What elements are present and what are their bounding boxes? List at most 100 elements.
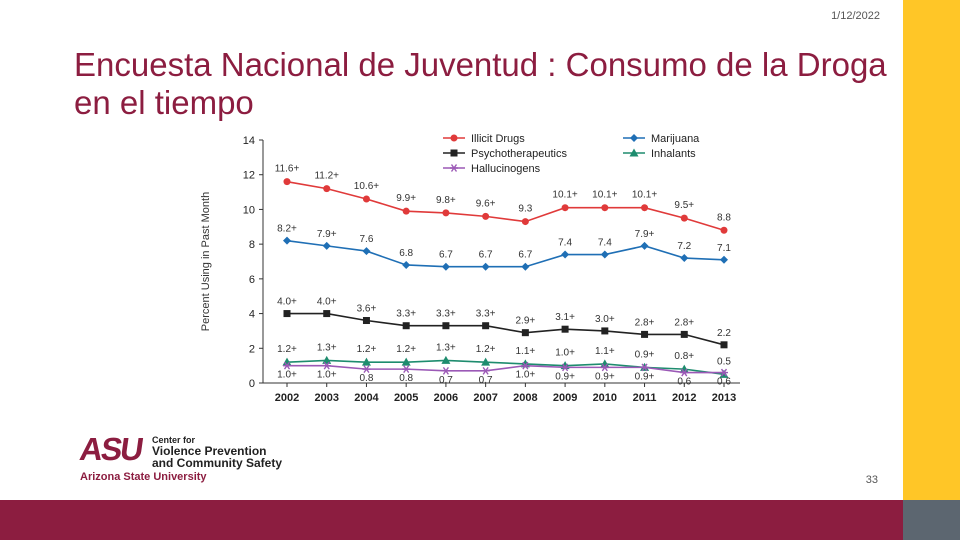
data-point bbox=[442, 322, 450, 330]
x-tick-label: 2002 bbox=[275, 392, 299, 404]
data-label: 10.6+ bbox=[354, 181, 379, 192]
data-point bbox=[521, 329, 529, 337]
data-label: 0.5 bbox=[717, 356, 731, 367]
data-label: 7.4 bbox=[598, 238, 612, 249]
data-point bbox=[323, 310, 331, 318]
x-tick-label: 2011 bbox=[633, 392, 657, 404]
data-label: 7.2 bbox=[677, 241, 691, 252]
data-point bbox=[402, 322, 410, 330]
data-label: 1.0+ bbox=[555, 348, 575, 359]
x-tick-label: 2004 bbox=[354, 392, 379, 404]
data-point bbox=[630, 134, 638, 142]
data-label: 3.3+ bbox=[396, 309, 416, 320]
yellow-side-strip bbox=[903, 0, 960, 500]
data-label: 9.3 bbox=[518, 204, 532, 215]
data-point bbox=[322, 361, 331, 370]
y-tick-label: 10 bbox=[243, 204, 255, 216]
data-label: 10.1+ bbox=[632, 190, 657, 201]
data-point bbox=[402, 260, 411, 269]
data-point bbox=[561, 325, 569, 333]
data-point bbox=[322, 355, 332, 364]
x-tick-label: 2013 bbox=[712, 392, 736, 404]
legend-label: Hallucinogens bbox=[471, 163, 541, 175]
data-label: 0.9+ bbox=[555, 371, 575, 382]
x-tick-label: 2010 bbox=[593, 392, 617, 404]
data-point bbox=[481, 357, 491, 366]
data-point bbox=[322, 241, 331, 250]
asu-mark: ASU bbox=[77, 431, 145, 467]
data-label: 7.1 bbox=[717, 243, 731, 254]
x-tick-label: 2005 bbox=[394, 392, 418, 404]
data-point bbox=[482, 212, 490, 220]
data-point bbox=[401, 357, 411, 366]
data-label: 1.0+ bbox=[515, 370, 535, 381]
data-label: 1.2+ bbox=[476, 344, 496, 355]
data-point bbox=[362, 365, 371, 374]
data-point bbox=[283, 361, 291, 370]
legend-label: Illicit Drugs bbox=[471, 133, 525, 145]
data-point bbox=[362, 195, 370, 203]
y-tick-label: 4 bbox=[249, 309, 255, 321]
data-label: 1.3+ bbox=[317, 342, 337, 353]
data-label: 8.8 bbox=[717, 212, 731, 223]
series-line-psychotherapeutics bbox=[287, 312, 725, 346]
data-point bbox=[680, 254, 689, 263]
data-point bbox=[283, 178, 291, 186]
y-tick-label: 14 bbox=[243, 135, 255, 147]
data-label: 1.0+ bbox=[277, 370, 297, 381]
data-point bbox=[720, 226, 728, 234]
y-tick-label: 2 bbox=[249, 343, 255, 355]
data-label: 4.0+ bbox=[317, 297, 337, 308]
series-line-marijuana bbox=[286, 239, 725, 268]
data-point bbox=[362, 247, 371, 256]
legend-label: Inhalants bbox=[651, 148, 696, 160]
data-label: 0.8 bbox=[360, 373, 374, 384]
data-point bbox=[441, 262, 450, 271]
data-point bbox=[450, 149, 458, 157]
data-label: 3.0+ bbox=[595, 314, 615, 325]
data-label: 6.7 bbox=[479, 250, 493, 261]
y-tick-label: 12 bbox=[243, 170, 255, 182]
x-tick-label: 2008 bbox=[513, 392, 537, 404]
data-label: 11.6+ bbox=[275, 164, 300, 175]
series-line-hallucinogens bbox=[287, 364, 724, 374]
data-point bbox=[720, 255, 728, 264]
data-point bbox=[629, 148, 639, 157]
data-point bbox=[561, 363, 570, 372]
data-label: 2.9+ bbox=[515, 316, 535, 327]
data-label: 9.9+ bbox=[396, 193, 416, 204]
data-point bbox=[323, 185, 331, 193]
x-tick-label: 2003 bbox=[314, 392, 338, 404]
data-label: 9.6+ bbox=[476, 198, 496, 209]
data-label: 2.8+ bbox=[635, 317, 655, 328]
data-point bbox=[521, 361, 530, 370]
data-point bbox=[402, 365, 411, 374]
data-label: 3.1+ bbox=[555, 312, 575, 323]
data-point bbox=[481, 366, 490, 375]
data-point bbox=[561, 250, 570, 259]
data-label: 3.6+ bbox=[357, 304, 377, 315]
data-point bbox=[361, 357, 371, 366]
data-label: 2.2 bbox=[717, 328, 731, 339]
data-point bbox=[441, 355, 451, 364]
data-point bbox=[601, 327, 609, 335]
data-point bbox=[283, 236, 291, 245]
data-point bbox=[450, 134, 458, 142]
data-label: 6.7 bbox=[439, 250, 453, 261]
y-tick-label: 8 bbox=[249, 239, 255, 251]
data-point bbox=[402, 207, 410, 215]
data-label: 1.2+ bbox=[277, 344, 297, 355]
data-label: 0.8 bbox=[399, 373, 413, 384]
data-label: 8.2+ bbox=[277, 224, 297, 235]
slide-title: Encuesta Nacional de Juventud : Consumo … bbox=[74, 46, 887, 121]
data-point bbox=[720, 341, 728, 349]
series-line-illicit-drugs bbox=[286, 180, 725, 232]
data-label: 7.6 bbox=[360, 234, 374, 245]
data-label: 1.2+ bbox=[357, 344, 377, 355]
data-point bbox=[641, 330, 649, 338]
slide-date: 1/12/2022 bbox=[831, 10, 880, 22]
data-label: 6.7 bbox=[518, 250, 532, 261]
center-name: Center for Violence Prevention and Commu… bbox=[152, 435, 282, 469]
data-point bbox=[450, 164, 458, 172]
data-point bbox=[600, 250, 609, 259]
